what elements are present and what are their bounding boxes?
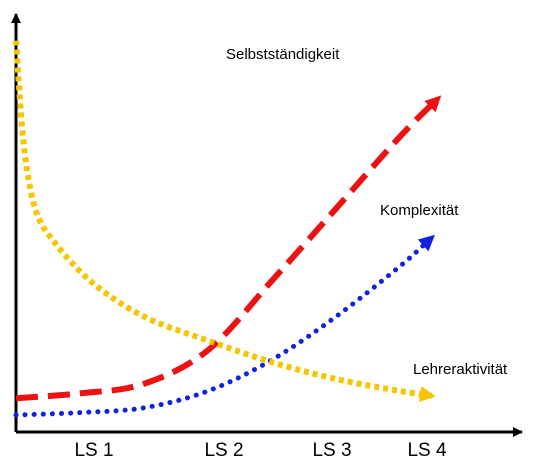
series-line-selbststaendigkeit [15, 95, 442, 402]
series-line-komplexitaet [13, 234, 435, 418]
x-tick-label: LS 1 [74, 440, 113, 461]
series-label-komplexitaet: Komplexität [380, 202, 459, 219]
series-label-selbststaendigkeit: Selbstständigkeit [226, 46, 340, 63]
series-line-lehreraktivitaet [13, 40, 436, 402]
x-tick-label: LS 4 [407, 440, 447, 461]
x-tick-label: LS 3 [312, 440, 351, 461]
x-tick-label: LS 2 [204, 440, 243, 461]
series-label-lehreraktivitaet: Lehreraktivität [413, 361, 508, 378]
